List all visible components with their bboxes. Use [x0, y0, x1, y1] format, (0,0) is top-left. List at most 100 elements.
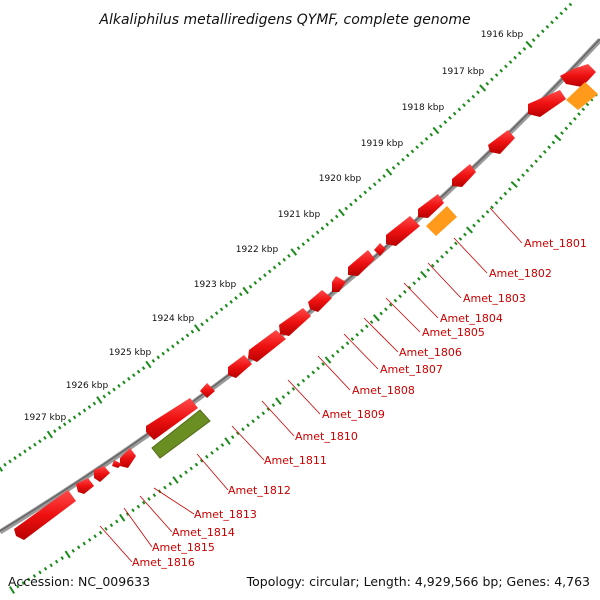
- inner-tick: [21, 581, 25, 585]
- gene-arrow[interactable]: [308, 290, 332, 312]
- gene-label[interactable]: Amet_1814: [172, 526, 235, 539]
- gene-label[interactable]: Amet_1805: [422, 326, 485, 339]
- gene-label[interactable]: Amet_1816: [132, 556, 195, 569]
- outer-tick: [429, 132, 434, 137]
- gene-label[interactable]: Amet_1809: [322, 408, 385, 421]
- inner-tick: [82, 541, 86, 546]
- outer-tick: [517, 51, 522, 56]
- gene-arrow[interactable]: [120, 448, 136, 468]
- outer-tick: [330, 218, 334, 223]
- gene-arrow[interactable]: [348, 250, 375, 276]
- gene-arrow-green[interactable]: [151, 409, 211, 459]
- gene-label[interactable]: Amet_1801: [524, 237, 587, 250]
- inner-tick: [407, 285, 412, 290]
- inner-tick: [306, 374, 311, 379]
- gene-arrow[interactable]: [94, 466, 110, 482]
- gene-label[interactable]: Amet_1811: [264, 454, 327, 467]
- outer-tick: [96, 396, 103, 404]
- inner-tick: [224, 437, 231, 445]
- outer-tick: [87, 405, 92, 409]
- gene-arrow[interactable]: [146, 398, 198, 440]
- inner-tick: [369, 320, 374, 324]
- gene-arrow[interactable]: [76, 478, 94, 494]
- inner-tick: [98, 530, 103, 535]
- gene-arrow[interactable]: [374, 243, 386, 256]
- inner-tick: [547, 145, 551, 150]
- inner-tick: [481, 214, 485, 219]
- gene-label[interactable]: Amet_1804: [440, 312, 503, 325]
- gene-label[interactable]: Amet_1808: [352, 384, 415, 397]
- inner-scale-ticks: [9, 93, 598, 594]
- kbp-label: 1916 kbp: [481, 30, 524, 40]
- outer-tick: [525, 40, 533, 49]
- gene-label[interactable]: Amet_1806: [399, 346, 462, 359]
- inner-tick: [71, 548, 75, 553]
- inner-tick: [115, 519, 119, 524]
- outer-tick: [239, 292, 243, 297]
- inner-tick: [168, 481, 173, 486]
- outer-tick: [448, 116, 452, 120]
- gene-arrow-orange[interactable]: [426, 206, 457, 236]
- leader-line: [287, 379, 321, 415]
- inner-tick: [251, 419, 255, 424]
- outer-tick: [13, 456, 17, 460]
- outer-tick: [508, 60, 513, 64]
- inner-tick: [54, 559, 59, 564]
- gene-arrow[interactable]: [228, 355, 252, 378]
- gene-arrow[interactable]: [560, 64, 596, 87]
- outer-tick: [290, 248, 298, 256]
- outer-tick: [391, 166, 396, 170]
- gene-label[interactable]: Amet_1807: [380, 363, 443, 376]
- gene-arrow[interactable]: [279, 308, 311, 336]
- outer-tick: [476, 90, 480, 95]
- gene-arrow[interactable]: [200, 383, 215, 398]
- gene-label[interactable]: Amet_1815: [152, 541, 215, 554]
- leader-line: [317, 355, 351, 391]
- outer-tick: [194, 324, 201, 332]
- outer-tick: [272, 265, 277, 270]
- outer-tick: [180, 337, 185, 341]
- gene-label[interactable]: Amet_1810: [295, 430, 358, 443]
- inner-tick: [355, 332, 359, 337]
- outer-tick: [82, 408, 87, 413]
- gene-arrow[interactable]: [386, 216, 420, 246]
- outer-tick: [320, 226, 325, 231]
- leader-line: [453, 237, 488, 274]
- outer-tick: [67, 418, 72, 423]
- inner-tick: [554, 134, 562, 142]
- inner-tick: [465, 226, 474, 234]
- gene-arrow[interactable]: [332, 276, 346, 292]
- leader-line: [123, 507, 153, 548]
- gene-arrow[interactable]: [14, 490, 76, 540]
- inner-tick: [577, 112, 581, 116]
- inner-tick: [43, 566, 48, 571]
- outer-tick: [127, 376, 131, 381]
- inner-tick: [340, 345, 345, 350]
- inner-tick: [490, 205, 494, 210]
- outer-tick: [132, 373, 136, 378]
- gene-arrow[interactable]: [528, 90, 566, 117]
- outer-tick: [141, 366, 146, 370]
- gene-arrow[interactable]: [488, 130, 515, 154]
- inner-tick: [350, 337, 355, 341]
- gene-label[interactable]: Amet_1803: [463, 292, 526, 305]
- outer-tick: [0, 466, 4, 472]
- leader-line: [231, 425, 265, 461]
- outer-tick: [18, 452, 22, 457]
- outer-tick: [8, 459, 12, 464]
- gene-arrow-orange[interactable]: [566, 82, 598, 110]
- gene-label[interactable]: Amet_1802: [489, 267, 552, 280]
- inner-tick: [172, 476, 179, 484]
- gene-arrow[interactable]: [112, 460, 122, 468]
- inner-tick: [205, 454, 209, 459]
- inner-tick: [372, 314, 380, 322]
- gene-arrow[interactable]: [248, 330, 286, 362]
- inner-tick: [199, 458, 204, 463]
- outer-tick: [452, 111, 457, 116]
- gene-label[interactable]: Amet_1813: [194, 508, 257, 521]
- gene-arrow[interactable]: [418, 194, 444, 218]
- gene-label[interactable]: Amet_1812: [228, 484, 291, 497]
- gene-arrow[interactable]: [452, 164, 476, 187]
- inner-tick: [256, 415, 260, 420]
- inner-tick: [476, 219, 481, 223]
